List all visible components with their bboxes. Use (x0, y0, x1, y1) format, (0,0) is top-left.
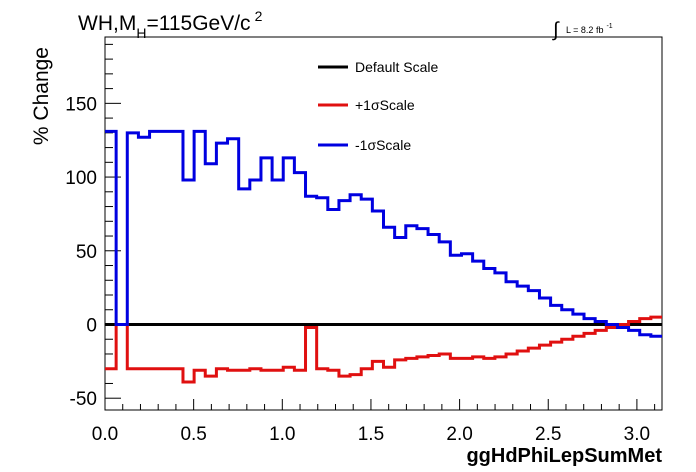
axis-ticks (104, 43, 656, 410)
y-axis-label: % Change (30, 47, 53, 145)
series-minus-1sigma-scale (105, 129, 662, 338)
lumi-text: L = 8.2 fb (566, 25, 603, 35)
series-plus-1sigma-scale (105, 315, 662, 384)
x-tick-label: 3.0 (624, 424, 650, 445)
series-group (105, 129, 662, 384)
y-tick-label: 150 (65, 94, 97, 115)
y-tick-label: 100 (65, 168, 97, 189)
y-tick-label: 50 (76, 242, 97, 263)
y-tick-label: 0 (86, 315, 97, 336)
legend-entry: -1σScale (318, 137, 411, 153)
title-main: WH,M (78, 12, 136, 35)
plot-frame (104, 36, 663, 411)
lumi-integral-icon: ∫ (552, 19, 560, 41)
legend-label: +1σScale (355, 97, 415, 113)
x-tick-label: 1.5 (358, 424, 384, 445)
legend-label: Default Scale (355, 59, 438, 75)
y-tick-label: -50 (70, 389, 97, 410)
x-axis-label: ggHdPhiLepSumMet (466, 445, 662, 467)
x-tick-label: 2.5 (535, 424, 561, 445)
lumi-superscript: -1 (606, 23, 612, 30)
chart-title: WH,MH=115GeV/c 2 (78, 8, 263, 41)
legend-entry: Default Scale (318, 59, 438, 75)
title-superscript: 2 (255, 8, 263, 24)
legend: Default Scale +1σScale -1σScale (318, 59, 438, 153)
legend-label: -1σScale (355, 137, 411, 153)
title-rest: =115GeV/c (146, 12, 250, 35)
lumi-label: L = 8.2 fb -1 (566, 23, 613, 35)
x-tick-label: 0.5 (180, 424, 206, 445)
title-subscript: H (136, 25, 146, 41)
x-tick-label: 0.0 (92, 424, 118, 445)
axis-tick-labels: 0.0 0.5 1.0 1.5 2.0 2.5 3.0 -50 0 50 100 150 (65, 94, 650, 445)
x-tick-label: 2.0 (446, 424, 472, 445)
x-tick-label: 1.0 (269, 424, 295, 445)
legend-entry: +1σScale (318, 97, 415, 113)
